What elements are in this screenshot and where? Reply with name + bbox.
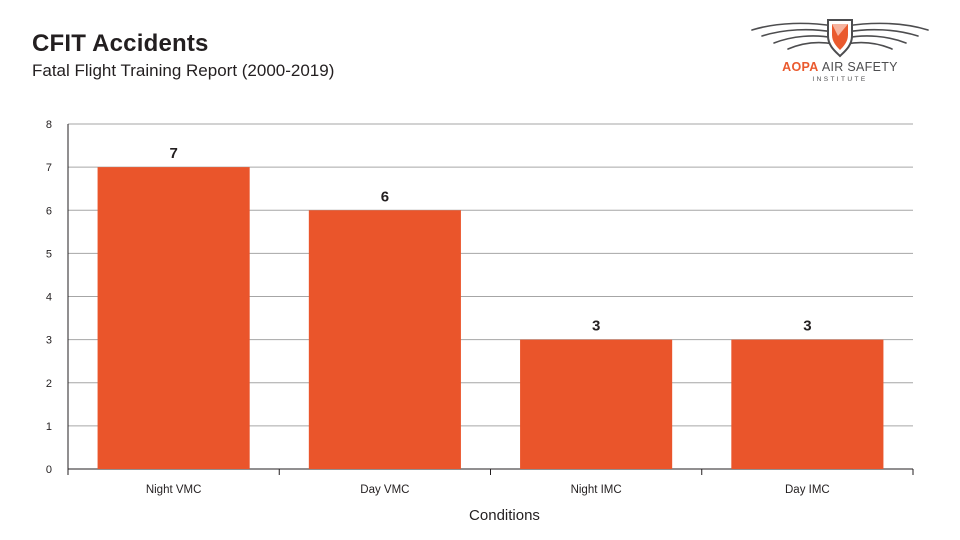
data-label: 3 xyxy=(592,318,600,335)
y-tick-label: 5 xyxy=(46,248,52,260)
y-tick-label: 6 xyxy=(46,205,52,217)
chart-title: CFIT Accidents xyxy=(32,30,209,57)
y-tick-label: 4 xyxy=(46,292,52,304)
y-tick-label: 7 xyxy=(46,162,52,174)
bar xyxy=(97,167,250,469)
x-axis-title: Conditions xyxy=(469,507,540,524)
x-tick-label: Day IMC xyxy=(785,484,830,496)
y-tick-label: 1 xyxy=(46,421,52,433)
y-tick-label: 3 xyxy=(46,335,52,347)
data-label: 3 xyxy=(803,318,811,335)
x-tick-label: Night VMC xyxy=(146,484,202,496)
data-label: 7 xyxy=(169,145,177,162)
x-tick-label: Day VMC xyxy=(360,484,409,496)
logo-brand-rest: AIR SAFETY xyxy=(821,60,898,74)
y-tick-label: 8 xyxy=(46,119,52,131)
y-tick-label: 0 xyxy=(46,464,52,476)
y-tick-label: 2 xyxy=(46,378,52,390)
chart-subtitle: Fatal Flight Training Report (2000-2019) xyxy=(32,61,335,80)
logo-institute: INSTITUTE xyxy=(812,76,868,83)
aopa-logo: AOPA AIR SAFETY INSTITUTE xyxy=(748,16,932,88)
bar xyxy=(308,210,461,469)
bar xyxy=(731,339,884,469)
winged-shield-icon xyxy=(751,19,929,58)
x-tick-label: Night IMC xyxy=(571,484,622,496)
logo-brand-aopa: AOPA xyxy=(782,60,819,74)
logo-wordmark: AOPA AIR SAFETY xyxy=(748,60,932,74)
bar xyxy=(520,339,673,469)
data-label: 6 xyxy=(381,188,389,205)
